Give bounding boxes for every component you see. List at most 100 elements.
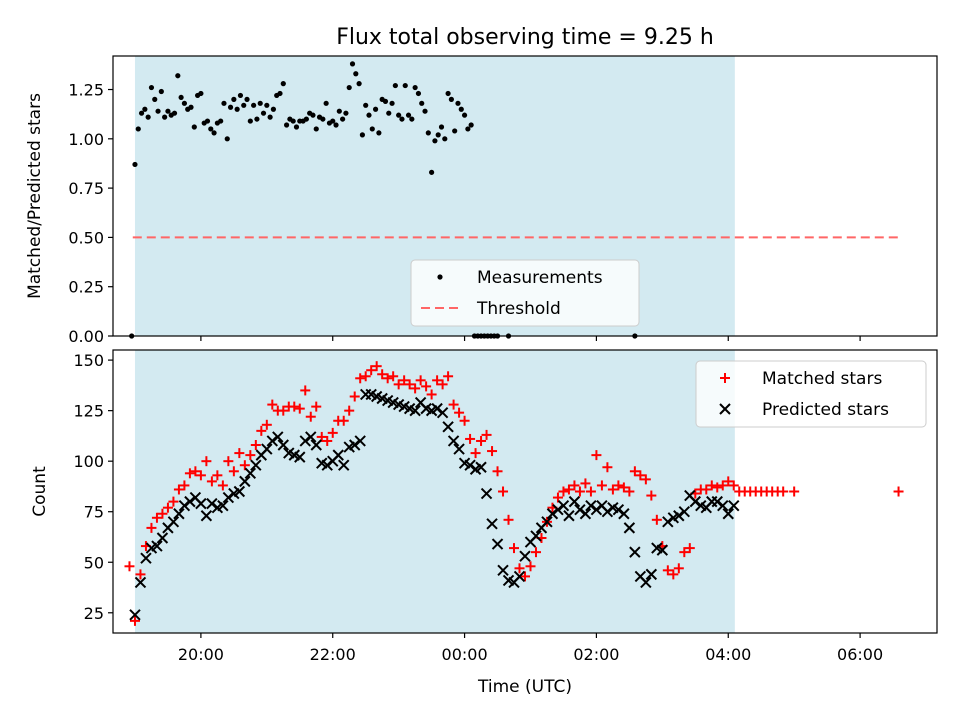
measurement-point [158, 88, 164, 95]
predicted-point [348, 439, 361, 451]
measurement-point [405, 112, 412, 118]
measurement-point [270, 106, 277, 112]
measurement-point [438, 124, 445, 130]
legend-label: Threshold [476, 299, 561, 319]
predicted-point [338, 459, 350, 471]
measurement-point [333, 122, 339, 128]
matched-point [618, 482, 629, 493]
matched-point [217, 480, 228, 491]
matched-point [289, 401, 300, 412]
legend: Measurements Threshold [410, 259, 640, 327]
matched-point [520, 571, 530, 582]
matched-point [410, 383, 421, 394]
axes-frame [112, 349, 938, 634]
matched-point [184, 468, 195, 479]
matched-point [393, 379, 404, 390]
measurement-point [254, 116, 260, 122]
measurement-point [283, 122, 290, 128]
legend: Matched stars Predicted stars [695, 360, 927, 428]
predicted-point [579, 508, 592, 520]
matched-point [728, 480, 739, 491]
matched-point [640, 474, 651, 485]
predicted-point [689, 495, 702, 508]
measurement-point [442, 136, 448, 142]
measurement-point [369, 126, 375, 132]
predicted-point [601, 506, 614, 518]
predicted-point [299, 435, 311, 447]
matched-point [421, 381, 432, 392]
measurement-point [336, 108, 342, 114]
predicted-point [453, 443, 465, 455]
matched-point [673, 563, 684, 574]
matched-point [525, 561, 536, 572]
matched-point [624, 486, 635, 497]
predicted-point [129, 609, 141, 621]
measurement-point [452, 128, 458, 134]
measurement-point [171, 110, 178, 116]
predicted-point [447, 435, 460, 447]
matched-point [778, 486, 789, 497]
predicted-point [272, 431, 284, 443]
measurement-point [409, 116, 415, 122]
matched-point [355, 373, 366, 384]
chart-title: Flux total observing time = 9.25 h [336, 25, 714, 50]
measurement-point [386, 110, 392, 116]
matched-point [563, 484, 574, 495]
y-tick-label: 0.00 [68, 327, 104, 346]
matched-point [146, 522, 157, 533]
predicted-point [140, 552, 152, 564]
measurement-point [231, 96, 237, 102]
matched-point [234, 448, 245, 459]
predicted-point [233, 485, 246, 498]
measurement-point [247, 118, 253, 124]
measurement-point [382, 98, 389, 104]
matched-point [465, 433, 476, 444]
predicted-point [717, 499, 729, 512]
predicted-point [277, 439, 290, 451]
measurement-point [303, 116, 309, 122]
matched-point [201, 456, 212, 467]
axes-frame [112, 55, 938, 337]
measurement-point [152, 96, 158, 102]
measurement-point [277, 90, 283, 97]
measurement-point [366, 112, 372, 118]
matched-point [706, 480, 717, 491]
y-tick-label: 75 [84, 503, 104, 522]
measurement-point [162, 114, 168, 120]
predicted-point [244, 467, 257, 480]
measurement-point [468, 122, 474, 128]
measurement-point [346, 84, 352, 91]
predicted-point [134, 576, 147, 589]
matched-point [552, 492, 563, 503]
series-predicted-stars [129, 388, 740, 621]
predicted-point [250, 459, 262, 471]
matched-point [651, 514, 662, 525]
predicted-point [436, 406, 449, 419]
measurement-point [415, 90, 422, 97]
matched-point [602, 462, 613, 473]
y-axis-label: Count [30, 466, 50, 517]
measurement-point [343, 110, 349, 116]
predicted-point [431, 402, 443, 415]
matched-point [349, 391, 360, 402]
matched-point [629, 466, 640, 477]
measurement-point [241, 102, 247, 108]
predicted-point [332, 449, 344, 461]
matched-point [607, 484, 618, 495]
matched-point [893, 486, 904, 497]
matched-point [157, 508, 168, 519]
matched-point [514, 563, 525, 574]
predicted-point [239, 475, 251, 488]
predicted-point [167, 516, 180, 528]
measurement-point [132, 161, 138, 168]
legend-label: Predicted stars [762, 400, 889, 420]
measurement-point [267, 114, 273, 120]
measurement-point [138, 110, 145, 116]
matched-point [173, 484, 184, 495]
legend-marker [437, 274, 443, 280]
x-tick-label: 04:00 [705, 645, 751, 664]
predicted-point [552, 503, 564, 516]
predicted-point [261, 443, 273, 455]
matched-point [712, 482, 723, 493]
